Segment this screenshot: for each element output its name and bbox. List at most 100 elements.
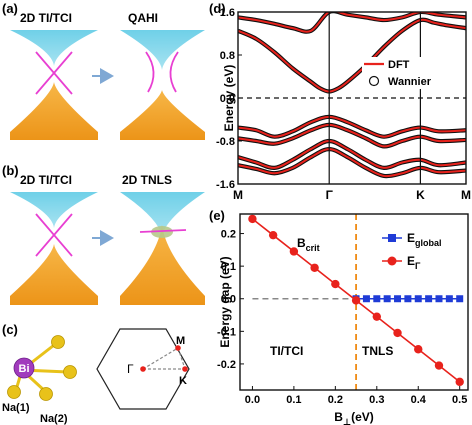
gap-xtick-label: 0.3 xyxy=(369,394,384,406)
series-gamma-point xyxy=(248,214,257,224)
gap-ytick-label: -0.2 xyxy=(217,359,236,371)
panel-e: (e) Energy gap (eV) 0.2 0.1 0.0 -0.1 -0.2 0.… xyxy=(209,208,469,425)
series-global-point xyxy=(435,295,443,303)
band-kpoint-label: K xyxy=(416,188,425,202)
gap-ytick-label: 0.0 xyxy=(221,294,236,306)
legend-gamma-marker xyxy=(387,256,397,266)
brillouin-zone xyxy=(96,328,190,410)
panel-e-label: (e) xyxy=(209,208,225,223)
band-structure-curves xyxy=(238,12,466,179)
na1-label: Na(1) xyxy=(2,402,30,414)
panel-b-left-title: 2D TI/TCI xyxy=(20,173,72,187)
gap-plot-marks xyxy=(248,214,464,390)
series-gamma-point xyxy=(268,230,278,240)
series-gamma-point xyxy=(351,296,361,305)
gap-plot-frame xyxy=(239,213,469,391)
series-global-point xyxy=(404,295,412,303)
panel-c: (c) Bi Na(1) Na(2) Γ M K xyxy=(2,322,190,425)
k-label: K xyxy=(179,375,187,387)
gap-xtick-label: 0.5 xyxy=(452,394,467,406)
conduction-band-right-b xyxy=(120,192,205,236)
legend-global-main: E xyxy=(407,231,415,245)
panel-d: (d) Energy (eV) 1.6 0.8 0.0 -0.8 -1.6 M Γ K M D… xyxy=(209,1,471,202)
panel-a: (a) 2D TI/TCI QAHI xyxy=(2,1,205,140)
panel-d-label: (d) xyxy=(209,1,226,16)
gamma-m-path xyxy=(142,347,179,370)
series-global-point xyxy=(414,295,422,303)
valence-band-right-a xyxy=(120,90,205,140)
band-ylabel: Energy (eV) xyxy=(222,65,236,132)
gamma-point xyxy=(140,366,146,372)
gap-y-ticks: 0.2 0.1 0.0 -0.1 -0.2 xyxy=(217,229,244,371)
conduction-band-right-a xyxy=(120,30,205,70)
gamma-label: Γ xyxy=(127,362,134,376)
valence-band-left-a xyxy=(10,82,98,140)
gap-xlabel-unit: (eV) xyxy=(351,410,374,424)
gap-ytick-label: 0.2 xyxy=(221,229,236,241)
gap-x-ticks: 0.0 0.1 0.2 0.3 0.4 0.5 xyxy=(245,386,467,406)
series-global-point xyxy=(373,295,381,303)
series-global-point xyxy=(394,295,402,303)
gap-xtick-label: 0.1 xyxy=(286,394,301,406)
legend-global-sub: global xyxy=(415,238,442,248)
panel-b: (b) 2D TI/TCI 2D TNLS xyxy=(2,163,205,305)
panel-a-label: (a) xyxy=(2,1,18,16)
series-gamma-point xyxy=(434,361,444,370)
series-global-point xyxy=(383,295,391,303)
m-label: M xyxy=(176,335,185,347)
nodal-line-disk xyxy=(151,226,173,238)
legend-wannier-label: Wannier xyxy=(388,76,432,88)
na2-label: Na(2) xyxy=(40,413,68,425)
series-global-point xyxy=(445,295,453,303)
series-gamma-point xyxy=(372,312,381,321)
band-ytick-label: 1.6 xyxy=(220,7,235,19)
gapped-edge-states-a xyxy=(145,51,179,93)
gap-xlabel-sub: ⊥ xyxy=(343,417,351,425)
na-atom-right xyxy=(63,365,77,379)
band-kpoint-label: Γ xyxy=(326,188,334,202)
legend-gamma-main: E xyxy=(407,254,415,268)
legend-global-marker xyxy=(388,234,396,242)
series-gamma-point xyxy=(331,279,340,289)
series-gamma-point xyxy=(310,263,319,272)
band-kpoint-label: M xyxy=(233,188,243,202)
band-plot-frame xyxy=(237,11,467,185)
panel-c-label: (c) xyxy=(2,322,18,337)
series-gamma-point xyxy=(289,247,299,256)
gap-ytick-label: 0.1 xyxy=(221,261,236,273)
dft-band xyxy=(238,12,466,33)
band-ytick-label: -0.8 xyxy=(216,136,235,148)
bcrit-label: Bcrit xyxy=(297,236,320,253)
na-atom-2 xyxy=(39,387,53,401)
legend-dft-label: DFT xyxy=(388,59,410,71)
m-point xyxy=(175,345,181,351)
band-y-ticks: 1.6 0.8 0.0 -0.8 -1.6 xyxy=(216,7,242,191)
bi-atom-label: Bi xyxy=(19,363,30,375)
panel-a-right-title: QAHI xyxy=(128,11,158,25)
valence-band-left-b xyxy=(10,244,98,305)
region-tnls-label: TNLS xyxy=(362,344,393,358)
legend-wannier-marker xyxy=(368,75,380,87)
legend-global-label: Eglobal xyxy=(407,231,442,248)
series-global-point xyxy=(425,295,433,303)
dirac-crossing-b xyxy=(35,213,73,257)
gap-xtick-label: 0.4 xyxy=(411,394,427,406)
k-point xyxy=(182,366,188,372)
region-ti-tci-label: TI/TCI xyxy=(270,344,303,358)
valence-band-right-b xyxy=(120,225,205,305)
na-atom-top xyxy=(51,335,65,349)
gap-ylabel: Energy gap (eV) xyxy=(218,256,232,347)
series-gamma-point xyxy=(393,328,402,338)
gap-xtick-label: 0.2 xyxy=(328,394,343,406)
band-ytick-label: 0.0 xyxy=(220,93,235,105)
series-global-point xyxy=(456,295,464,303)
series-gamma-point xyxy=(414,345,423,354)
nodal-line xyxy=(139,229,187,233)
band-legend-bg xyxy=(362,57,432,89)
conduction-band-left-a xyxy=(10,30,98,66)
series-global-point xyxy=(362,295,370,303)
panel-b-label: (b) xyxy=(2,163,19,178)
bcrit-main: B xyxy=(297,236,306,250)
gap-ytick-label: -0.1 xyxy=(217,326,236,338)
